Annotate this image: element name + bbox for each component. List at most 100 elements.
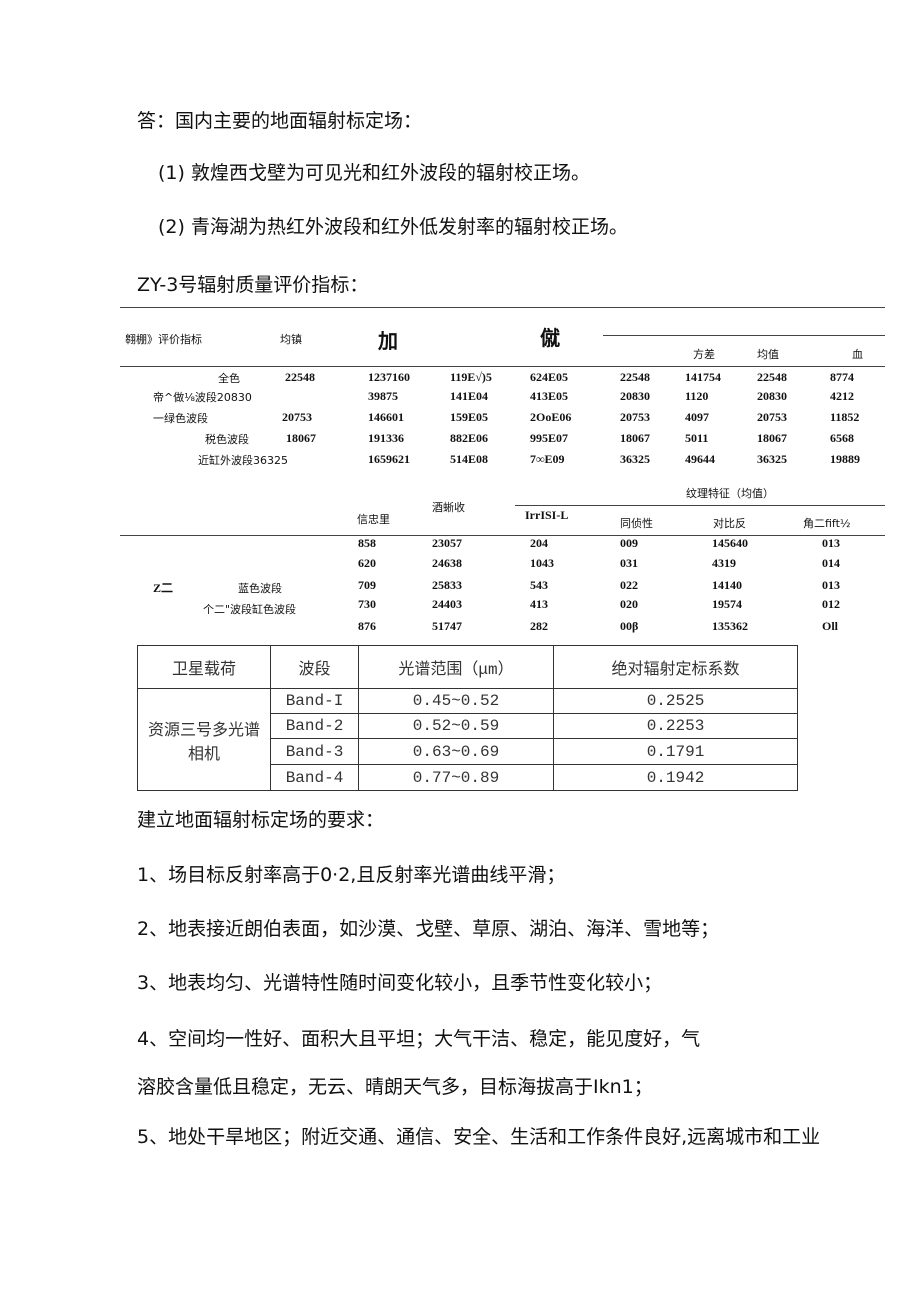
header-mean: 均镇: [280, 333, 302, 346]
requirements-title: 建立地面辐射标定场的要求：: [137, 809, 385, 831]
table-cell: 5011: [685, 431, 709, 445]
zy3-title: ZY-3号辐射质量评价指标：: [137, 274, 369, 296]
divider: [120, 535, 885, 536]
calibration-table: 卫星载荷 波段 光谱范围（μm） 绝对辐射定标系数 资源三号多光谱 相机 Band…: [137, 645, 798, 791]
answer-line: 答：国内主要的地面辐射标定场：: [137, 110, 423, 132]
table-cell: 4097: [685, 410, 709, 424]
table-cell: 620: [358, 556, 376, 570]
header-label: 翱棚》评价指标: [125, 333, 202, 346]
header-last: 血: [852, 348, 863, 361]
table-cell: 413E05: [530, 389, 569, 403]
divider: [120, 307, 885, 308]
table-cell: 014: [822, 556, 840, 570]
item-1: (1) 敦煌西戈壁为可见光和红外波段的辐射校正场。: [158, 162, 590, 184]
table-cell: 18067: [620, 431, 650, 445]
header-mean-2: 均值: [757, 348, 779, 361]
table-cell: 1659621: [368, 452, 410, 466]
row-label: 近缸外波段36325: [198, 454, 288, 467]
table-cell: 11852: [830, 410, 860, 424]
header-c4: 同侦性: [620, 517, 653, 530]
requirement-4a: 4、空间均一性好、面积大且平坦；大气干洁、稳定，能见度好，气: [137, 1028, 701, 1050]
table-cell: 7∞E09: [530, 452, 565, 466]
table-cell: 009: [620, 536, 638, 550]
divider: [120, 366, 885, 367]
table-cell: 413: [530, 597, 548, 611]
table-cell: 22548: [757, 370, 787, 384]
table-cell: 24638: [432, 556, 462, 570]
header-c3: IrrISI-L: [525, 508, 569, 522]
table-cell: 012: [822, 597, 840, 611]
table-cell: 543: [530, 578, 548, 592]
table-cell: 8774: [830, 370, 854, 384]
table-cell: 22548: [285, 370, 315, 384]
requirement-1: 1、场目标反射率高于0·2,且反射率光谱曲线平滑；: [137, 864, 566, 886]
table-cell: 19574: [712, 597, 742, 611]
table-cell: 135362: [712, 619, 748, 633]
band-cell: Band-4: [270, 764, 359, 791]
row-label-blue: 蓝色波段: [238, 582, 282, 595]
header-big-2: 僦: [540, 326, 560, 350]
payload-line-1: 资源三号多光谱: [147, 721, 260, 740]
row-label: 一绿色波段: [153, 412, 208, 425]
table-cell: 36325: [620, 452, 650, 466]
coef-cell: 0.1942: [553, 764, 798, 791]
table-cell: 119E√)5: [450, 370, 492, 384]
coef-cell: 0.2525: [553, 688, 798, 714]
divider: [515, 505, 885, 506]
header-texture-group: 纹理特征（均值）: [686, 487, 774, 500]
table-cell: 1237160: [368, 370, 410, 384]
divider: [603, 335, 885, 336]
requirement-3: 3、地表均匀、光谱特性随时间变化较小，且季节性变化较小；: [137, 972, 663, 994]
table-cell: 1043: [530, 556, 554, 570]
table-cell: 19889: [830, 452, 860, 466]
table-cell: 514E08: [450, 452, 489, 466]
payload-line-2: 相机: [187, 745, 220, 764]
table-cell: 49644: [685, 452, 715, 466]
table-cell: 146601: [368, 410, 404, 424]
table-cell: 23057: [432, 536, 462, 550]
table-cell: 995E07: [530, 431, 569, 445]
table-cell: 00β: [620, 619, 639, 633]
table-cell: 013: [822, 536, 840, 550]
table-cell: 36325: [757, 452, 787, 466]
table-cell: 6568: [830, 431, 854, 445]
item-2: (2) 青海湖为热红外波段和红外低发射率的辐射校正场。: [158, 216, 628, 238]
table-cell: 020: [620, 597, 638, 611]
table-cell: 18067: [757, 431, 787, 445]
table-cell: 282: [530, 619, 548, 633]
table-cell: 20753: [757, 410, 787, 424]
th-range: 光谱范围（μm）: [358, 645, 554, 689]
table-cell: 14140: [712, 578, 742, 592]
band-cell: Band-I: [270, 688, 359, 714]
table-cell: 22548: [620, 370, 650, 384]
range-cell: 0.52~0.59: [358, 713, 554, 739]
table-cell: 204: [530, 536, 548, 550]
range-cell: 0.45~0.52: [358, 688, 554, 714]
table-cell: 159E05: [450, 410, 489, 424]
table-cell: 25833: [432, 578, 462, 592]
table-cell: 191336: [368, 431, 404, 445]
table-cell: 51747: [432, 619, 462, 633]
table-cell: 013: [822, 578, 840, 592]
requirement-5: 5、地处干旱地区；附近交通、通信、安全、生活和工作条件良好,远离城市和工业: [137, 1126, 821, 1148]
table-cell: 624E05: [530, 370, 569, 384]
table-cell: 876: [358, 619, 376, 633]
table-cell: 022: [620, 578, 638, 592]
row-label-z: Z二: [153, 581, 174, 595]
table-cell: 4212: [830, 389, 854, 403]
table-cell: 2OoE06: [530, 410, 572, 424]
requirement-2: 2、地表接近朗伯表面，如沙漠、戈壁、草原、湖泊、海洋、雪地等；: [137, 918, 720, 940]
th-payload: 卫星载荷: [137, 645, 271, 689]
table-cell: 24403: [432, 597, 462, 611]
table-cell: 145640: [712, 536, 748, 550]
table-cell: 1120: [685, 389, 709, 403]
th-coef: 绝对辐射定标系数: [553, 645, 798, 689]
header-c6: 角二fift½: [803, 517, 851, 530]
table-cell: 141E04: [450, 389, 489, 403]
range-cell: 0.77~0.89: [358, 764, 554, 791]
table-cell: 709: [358, 578, 376, 592]
coef-cell: 0.2253: [553, 713, 798, 739]
header-c2: 酒蜥收: [432, 501, 465, 514]
row-label: 全色: [218, 372, 240, 385]
header-big-1: 加: [378, 329, 398, 353]
